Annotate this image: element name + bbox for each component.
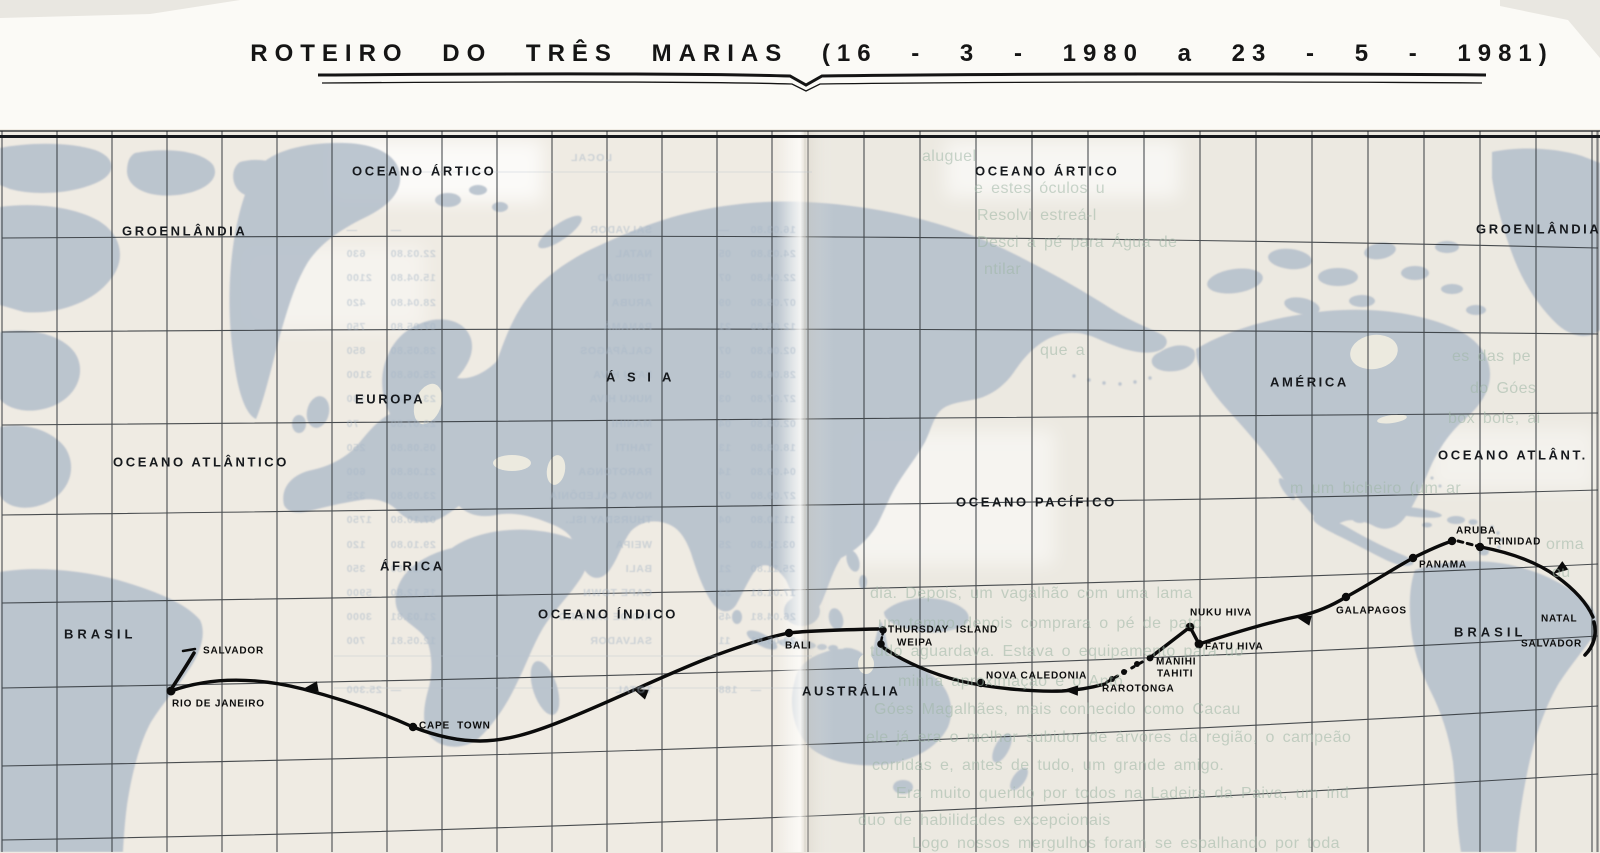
land-tasmania bbox=[893, 780, 913, 794]
title-underline bbox=[317, 72, 1487, 92]
land-north-america bbox=[1196, 309, 1490, 529]
route-rio-to-bali bbox=[169, 627, 880, 743]
land-alaska-peninsula bbox=[1151, 345, 1196, 372]
route-waypoint-dots bbox=[166, 536, 1485, 732]
dot-fatu-hiva bbox=[1194, 639, 1204, 649]
dot-panama bbox=[1408, 553, 1418, 563]
route-salvador-tick-west bbox=[181, 647, 197, 653]
grid-verticals-left bbox=[1, 131, 773, 852]
land-eurasia bbox=[283, 201, 1167, 615]
land-baja bbox=[1278, 478, 1296, 500]
land-new-zealand bbox=[992, 733, 1012, 763]
title-corner-shade-right bbox=[1500, 0, 1600, 58]
route-galapagos-to-panama bbox=[1344, 556, 1415, 599]
route-trinidad-to-natal bbox=[1479, 545, 1595, 619]
title-band bbox=[0, 0, 1600, 129]
dot-nuku-hiva bbox=[1185, 622, 1195, 632]
land-florida bbox=[1390, 452, 1406, 484]
dot-trinidad bbox=[1475, 542, 1485, 552]
dot-bali bbox=[784, 628, 794, 638]
land-british-isles bbox=[306, 396, 330, 428]
land-arctic-canada-west bbox=[0, 143, 112, 193]
land-central-america bbox=[1313, 514, 1414, 566]
land-greenland-west bbox=[229, 142, 401, 419]
land-greenland-east bbox=[1492, 148, 1600, 337]
route-weipa-to-rarotonga bbox=[879, 644, 1107, 693]
dot-weipa bbox=[877, 640, 885, 648]
land-africa bbox=[395, 529, 588, 747]
route-natal-salvador-hook-east bbox=[1583, 620, 1597, 657]
land-new-guinea bbox=[884, 598, 969, 633]
land-south-america-west bbox=[0, 569, 203, 852]
land-south-america-east bbox=[1409, 561, 1597, 852]
dot-thursday-island bbox=[879, 626, 887, 634]
dot-aruba bbox=[1447, 536, 1457, 546]
ghost-table-rules bbox=[334, 171, 812, 689]
map-top-border bbox=[0, 130, 1600, 138]
dot-cape-town bbox=[408, 722, 418, 732]
route-aruba-to-trinidad-dashed bbox=[1456, 539, 1479, 548]
land-kamchatka bbox=[934, 337, 967, 397]
route-fatu-to-galapagos bbox=[1197, 595, 1348, 646]
dot-nova-caledonia bbox=[976, 678, 986, 688]
title-corner-shade-left bbox=[0, 0, 240, 18]
dot-galapagos bbox=[1341, 592, 1351, 602]
inland-seas bbox=[413, 334, 1407, 674]
land-italy bbox=[429, 464, 454, 511]
dot-rio-de-janeiro bbox=[166, 686, 176, 696]
route-direction-arrows bbox=[303, 561, 1569, 700]
continents bbox=[0, 142, 1600, 852]
route-salvador-hook-west bbox=[170, 651, 196, 690]
